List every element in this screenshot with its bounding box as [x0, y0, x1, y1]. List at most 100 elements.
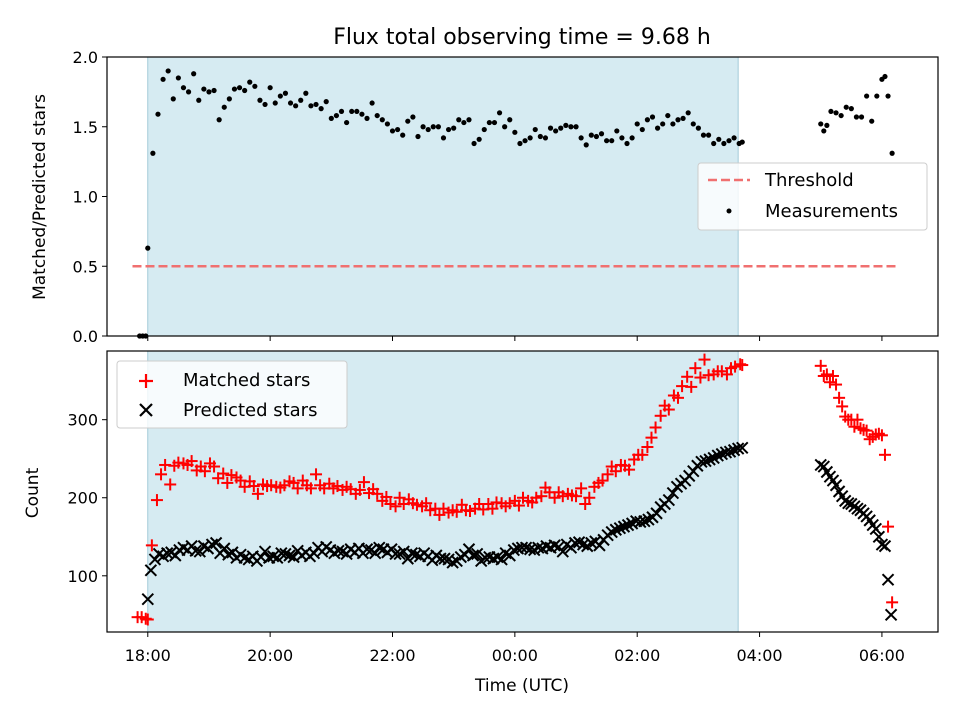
matched-stars-point-73	[450, 505, 463, 518]
measurements-point-25	[257, 97, 263, 103]
top-y-axis: 0.0 0.5 1.0 1.5 2.0	[73, 48, 107, 346]
measurements-point-39	[328, 115, 334, 121]
measurements-point-54	[405, 118, 411, 124]
measurements-point-84	[558, 125, 564, 131]
measurements-point-43	[349, 108, 355, 115]
y-tick-label-0-4: 2.0	[73, 48, 98, 67]
measurements-point-99	[634, 121, 640, 127]
matched-stars-point-41	[310, 468, 323, 481]
x-axis-label: Time (UTC)	[474, 676, 569, 696]
measurements-point-10	[180, 85, 187, 91]
legend-predicted-label: Predicted stars	[183, 400, 317, 421]
predicted-stars-point-118	[621, 518, 635, 532]
measurements-point-55	[410, 114, 416, 120]
measurements-point-42	[344, 119, 350, 126]
measurements-point-18	[221, 104, 227, 110]
predicted-stars-point-138	[703, 453, 716, 466]
predicted-stars-point-34	[279, 547, 292, 561]
bottom-legend-box	[116, 360, 348, 429]
y-tick-label-0-1: 0.5	[73, 257, 98, 276]
matched-stars-point-126	[685, 380, 698, 393]
x-tick-label-1: 20:00	[247, 646, 293, 665]
top-panel: 0.00.51.01.52.0 Matched/Predicted stars …	[30, 48, 939, 346]
measurements-point-62	[445, 126, 452, 133]
matched-stars-point-13	[185, 455, 198, 468]
matched-stars-point-162	[886, 596, 899, 609]
top-legend: Threshold Measurements	[697, 162, 928, 231]
predicted-stars-point-145	[731, 442, 745, 455]
measurements-point-131	[864, 93, 870, 99]
measurements-point-27	[267, 85, 273, 91]
measurements-point-117	[726, 138, 732, 144]
measurements-point-111	[695, 125, 701, 131]
measurements-point-14	[201, 86, 207, 92]
predicted-stars-point-31	[266, 550, 280, 563]
measurements-point-116	[721, 140, 727, 147]
predicted-stars-point-165	[869, 522, 883, 536]
matched-stars-point-125	[681, 370, 694, 383]
predicted-stars-point-117	[617, 520, 631, 533]
measurements-point-88	[578, 135, 584, 141]
matched-stars-point-69	[433, 508, 446, 521]
measurements-point-126	[838, 112, 844, 119]
measurements-point-95	[614, 128, 620, 134]
predicted-stars-point-57	[373, 541, 386, 554]
matched-stars-point-144	[830, 378, 843, 391]
matched-stars-point-139	[814, 359, 827, 372]
bottom-x-axis: 18:00 20:00 22:00 00:00 02:00 04:00 06:00	[125, 632, 905, 665]
matched-stars-point-102	[579, 497, 592, 510]
measurements-point-98	[629, 135, 635, 141]
measurements-point-73	[502, 124, 508, 130]
predicted-stars-point-169	[881, 573, 895, 586]
measurements-point-122	[821, 128, 827, 134]
measurements-point-118	[731, 135, 737, 141]
legend-matched-swatch	[139, 374, 153, 388]
measurements-point-47	[369, 100, 375, 106]
measurements-point-23	[247, 79, 253, 85]
measurements-point-83	[553, 128, 559, 134]
matched-stars-point-87	[512, 499, 525, 512]
legend-predicted-swatch	[139, 403, 153, 417]
measurements-point-97	[624, 140, 630, 147]
matched-stars-point-21	[221, 476, 234, 489]
matched-stars-point-100	[570, 490, 583, 503]
matched-stars-point-59	[389, 500, 402, 513]
measurements-point-80	[537, 133, 543, 140]
measurements-point-53	[400, 132, 406, 138]
x-tick-label-0: 18:00	[125, 646, 171, 665]
measurements-point-50	[384, 121, 390, 127]
predicted-stars-point-0	[141, 593, 154, 606]
bottom-panel-frame	[106, 350, 939, 633]
measurements-point-31	[287, 100, 294, 106]
measurements-point-107	[675, 117, 681, 123]
measurements-point-85	[563, 122, 569, 128]
predicted-stars-point-116	[613, 521, 627, 535]
matched-stars-point-117	[645, 431, 658, 444]
measurements-point-123	[824, 122, 830, 128]
predicted-stars-point-17	[209, 536, 223, 550]
top-x-axis	[147, 336, 883, 341]
measurements-point-121	[818, 121, 824, 127]
predicted-stars-point-73	[438, 552, 451, 565]
matched-stars-point-123	[671, 391, 684, 404]
measurements-point-29	[277, 93, 283, 99]
measurements-point-89	[583, 142, 589, 148]
matched-stars-point-160	[878, 448, 891, 461]
measurements-point-49	[379, 117, 385, 123]
measurements-point-33	[298, 97, 304, 103]
measurements-point-34	[303, 90, 309, 96]
predicted-stars-point-136	[695, 455, 708, 469]
predicted-stars-point-142	[719, 446, 733, 459]
top-panel-marks	[132, 68, 898, 339]
predicted-stars-point-143	[723, 445, 737, 458]
matched-stars-point-92	[535, 490, 548, 503]
predicted-stars-point-93	[519, 541, 533, 554]
matched-stars-point-18	[208, 460, 221, 473]
measurements-point-120	[739, 139, 745, 145]
measurements-point-41	[338, 108, 345, 115]
predicted-stars-point-140	[711, 449, 724, 462]
legend-matched-label: Matched stars	[183, 370, 310, 391]
measurements-point-38	[323, 99, 329, 105]
measurements-point-132	[869, 118, 875, 124]
measurements-point-16	[211, 87, 217, 94]
